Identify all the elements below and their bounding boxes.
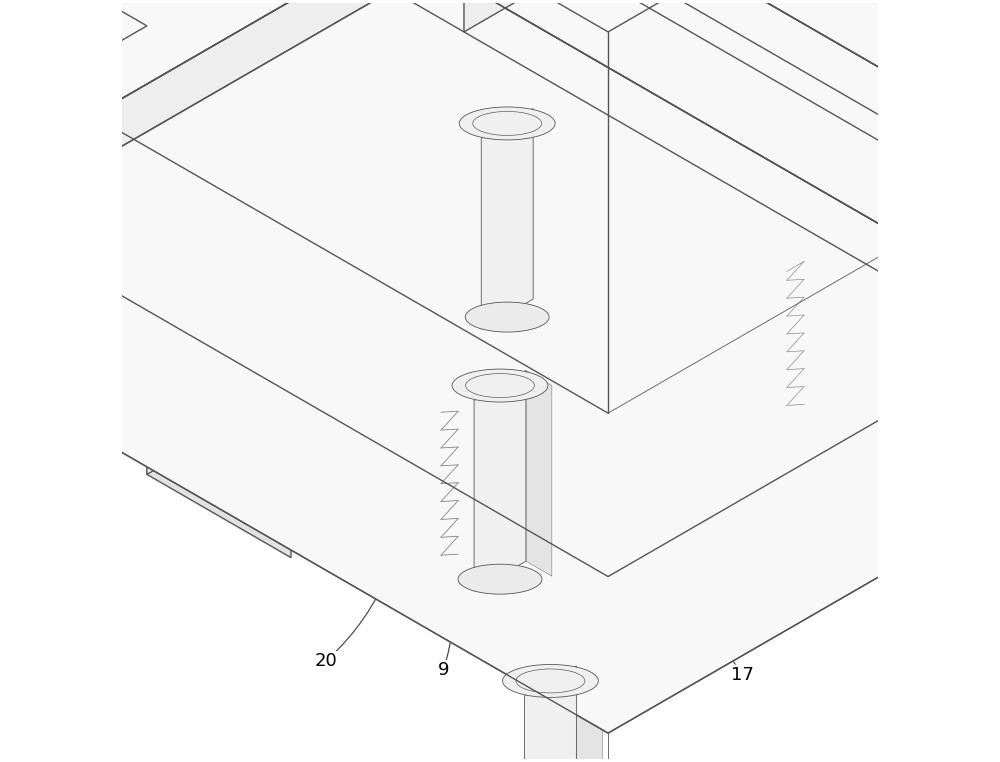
- Text: 7: 7: [513, 676, 525, 694]
- Ellipse shape: [0, 66, 27, 100]
- Polygon shape: [147, 427, 291, 558]
- Polygon shape: [0, 366, 53, 562]
- Polygon shape: [464, 0, 1000, 359]
- Ellipse shape: [964, 399, 1000, 431]
- Polygon shape: [0, 0, 147, 101]
- Text: 15: 15: [651, 43, 674, 61]
- Ellipse shape: [4, 568, 88, 598]
- Polygon shape: [0, 0, 1000, 733]
- Ellipse shape: [0, 73, 20, 93]
- Polygon shape: [0, 0, 1000, 577]
- Polygon shape: [986, 400, 1000, 620]
- Text: 11: 11: [186, 50, 209, 69]
- Polygon shape: [525, 666, 576, 762]
- Ellipse shape: [452, 369, 548, 402]
- Polygon shape: [536, 0, 1000, 208]
- Polygon shape: [0, 0, 392, 323]
- Polygon shape: [392, 0, 1000, 291]
- Polygon shape: [53, 366, 68, 537]
- Text: 16: 16: [780, 323, 803, 341]
- Ellipse shape: [503, 664, 598, 697]
- Polygon shape: [533, 108, 559, 314]
- Ellipse shape: [0, 373, 94, 406]
- Polygon shape: [481, 108, 533, 329]
- Polygon shape: [20, 375, 72, 595]
- Ellipse shape: [465, 302, 549, 332]
- Ellipse shape: [459, 107, 555, 140]
- Text: 9: 9: [438, 661, 449, 679]
- Text: 17: 17: [731, 665, 753, 684]
- Polygon shape: [464, 0, 1000, 202]
- Text: 18: 18: [799, 406, 822, 424]
- Polygon shape: [147, 369, 248, 475]
- Polygon shape: [392, 0, 1000, 80]
- Text: 20: 20: [315, 652, 337, 670]
- Ellipse shape: [458, 564, 542, 594]
- Polygon shape: [0, 0, 392, 167]
- Ellipse shape: [0, 366, 74, 399]
- Polygon shape: [0, 0, 32, 157]
- Polygon shape: [576, 666, 602, 762]
- Polygon shape: [0, 0, 1000, 32]
- Text: 19: 19: [568, 684, 591, 702]
- Ellipse shape: [0, 533, 74, 566]
- Polygon shape: [536, 0, 1000, 365]
- Polygon shape: [464, 0, 536, 32]
- Text: 1: 1: [173, 357, 184, 375]
- Ellipse shape: [970, 594, 1000, 623]
- Polygon shape: [392, 0, 1000, 448]
- Polygon shape: [0, 34, 17, 223]
- Polygon shape: [526, 370, 552, 576]
- Polygon shape: [147, 369, 392, 510]
- Polygon shape: [72, 375, 98, 581]
- Polygon shape: [474, 370, 526, 591]
